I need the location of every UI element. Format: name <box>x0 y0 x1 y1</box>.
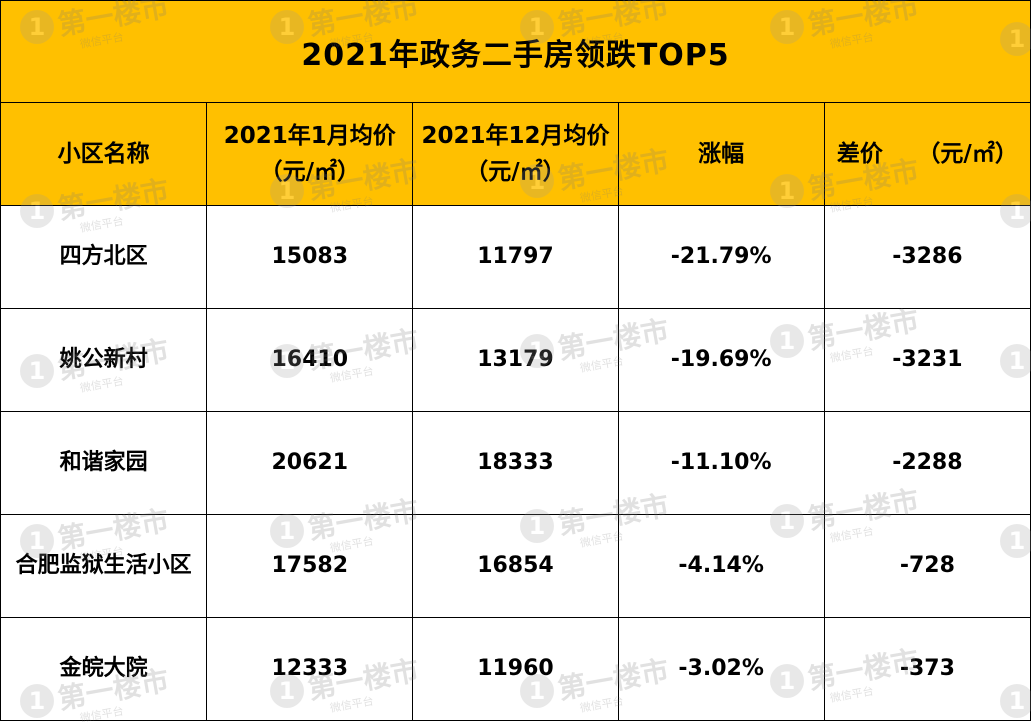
cell-diff: -373 <box>823 617 1031 721</box>
table-row: 姚公新村 16410 13179 -19.69% -3231 <box>0 308 1031 412</box>
cell-diff: -2288 <box>823 411 1031 515</box>
table-title: 2021年政务二手房领跌TOP5 <box>0 0 1031 103</box>
cell-diff: -728 <box>823 514 1031 618</box>
cell-name: 金皖大院 <box>0 617 208 721</box>
cell-jan-price: 12333 <box>206 617 414 721</box>
cell-change: -4.14% <box>617 514 825 618</box>
table-row: 金皖大院 12333 11960 -3.02% -373 <box>0 617 1031 721</box>
cell-change: -19.69% <box>617 308 825 412</box>
cell-change: -21.79% <box>617 205 825 309</box>
cell-diff: -3231 <box>823 308 1031 412</box>
cell-jan-price: 20621 <box>206 411 414 515</box>
cell-name: 四方北区 <box>0 205 208 309</box>
cell-dec-price: 13179 <box>412 308 619 412</box>
cell-jan-price: 16410 <box>206 308 414 412</box>
table-row: 四方北区 15083 11797 -21.79% -3286 <box>0 205 1031 309</box>
cell-name: 合肥监狱生活小区 <box>0 514 208 618</box>
header-dec-price: 2021年12月均价（元/㎡） <box>412 102 619 206</box>
cell-dec-price: 11797 <box>412 205 619 309</box>
header-name: 小区名称 <box>0 102 208 206</box>
cell-name: 姚公新村 <box>0 308 208 412</box>
cell-dec-price: 18333 <box>412 411 619 515</box>
cell-jan-price: 17582 <box>206 514 414 618</box>
header-jan-price: 2021年1月均价（元/㎡） <box>206 102 414 206</box>
table-row: 和谐家园 20621 18333 -11.10% -2288 <box>0 411 1031 515</box>
cell-dec-price: 11960 <box>412 617 619 721</box>
header-row: 小区名称 2021年1月均价（元/㎡） 2021年12月均价（元/㎡） 涨幅 差… <box>0 102 1031 206</box>
cell-name: 和谐家园 <box>0 411 208 515</box>
table-row: 合肥监狱生活小区 17582 16854 -4.14% -728 <box>0 514 1031 618</box>
header-diff: 差价 （元/㎡） <box>823 102 1031 206</box>
cell-change: -11.10% <box>617 411 825 515</box>
header-change: 涨幅 <box>617 102 825 206</box>
cell-dec-price: 16854 <box>412 514 619 618</box>
cell-change: -3.02% <box>617 617 825 721</box>
cell-jan-price: 15083 <box>206 205 414 309</box>
title-row: 2021年政务二手房领跌TOP5 <box>0 0 1031 103</box>
cell-diff: -3286 <box>823 205 1031 309</box>
